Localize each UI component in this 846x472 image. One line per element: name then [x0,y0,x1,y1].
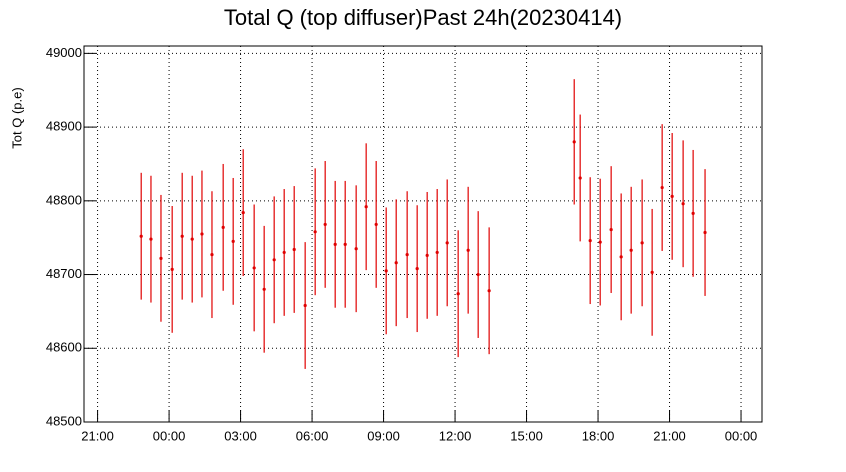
data-point [323,222,327,227]
data-point [159,256,163,260]
data-point [272,258,276,262]
data-point [466,248,470,252]
x-tick-label: 12:00 [439,428,472,443]
data-point [598,240,602,244]
data-point [588,239,592,243]
data-point [210,253,214,257]
chart-title: Total Q (top diffuser)Past 24h(20230414) [224,5,622,30]
data-point [282,250,286,255]
data-point [384,269,388,273]
data-point [578,176,582,180]
data-point [374,222,378,227]
data-point [650,270,654,274]
data-point [476,272,480,277]
y-tick-label: 48700 [46,266,82,281]
data-point [200,232,204,236]
data-point [292,247,296,252]
data-point [445,241,449,245]
y-axis-label: Tot Q (p.e) [9,87,24,148]
data-point [241,211,245,215]
data-point [629,248,633,252]
data-point [180,234,184,238]
data-point [343,242,347,246]
data-point [660,185,664,190]
data-point [415,267,419,271]
data-point [681,202,685,206]
y-tick-label: 48900 [46,119,82,134]
data-point [333,242,337,246]
x-tick-label: 15:00 [510,428,543,443]
x-tick-label: 21:00 [81,428,114,443]
data-point [221,225,225,229]
data-point [405,253,409,257]
data-point [691,211,695,215]
data-point [313,230,317,234]
x-tick-label: 18:00 [582,428,615,443]
x-tick-label: 03:00 [224,428,257,443]
y-tick-label: 48500 [46,413,82,428]
x-tick-label: 21:00 [653,428,686,443]
data-point [139,234,143,238]
data-point [572,140,576,144]
x-tick-label: 00:00 [153,428,186,443]
data-point [670,194,674,198]
data-point [619,255,623,259]
data-point [170,267,174,271]
plot-frame [83,45,763,423]
data-point [364,205,368,209]
data-point [456,292,460,296]
data-point [303,303,307,308]
x-tick-label: 00:00 [725,428,758,443]
data-point [190,237,194,241]
data-point [231,239,235,243]
data-point [640,241,644,245]
x-tick-label: 06:00 [296,428,329,443]
data-point [609,227,613,232]
data-point [394,261,398,265]
data-point [435,250,439,255]
data-point [149,237,153,241]
y-tick-label: 48800 [46,192,82,207]
data-point [354,247,358,251]
data-point [703,230,707,235]
data-point [487,289,491,293]
y-tick-label: 48600 [46,340,82,355]
y-tick-label: 49000 [46,45,82,60]
data-point [262,287,266,291]
data-point [425,253,429,257]
x-tick-label: 09:00 [367,428,400,443]
data-point [252,266,256,270]
